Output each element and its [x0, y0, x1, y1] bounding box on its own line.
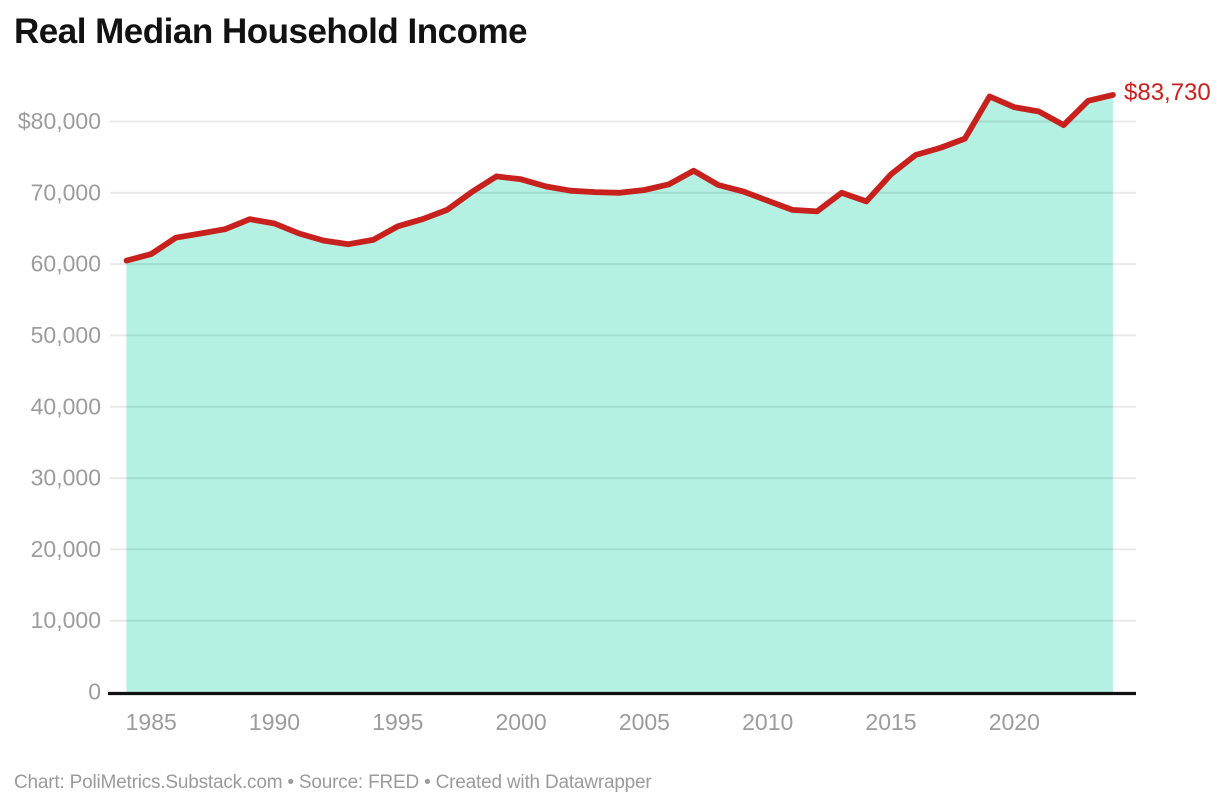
x-tick-label: 1985	[126, 709, 177, 735]
y-tick-label: 10,000	[31, 607, 101, 633]
y-tick-label: 30,000	[31, 465, 101, 491]
y-tick-label: 0	[88, 679, 101, 705]
area-fill	[126, 94, 1113, 692]
x-tick-label: 2015	[865, 709, 916, 735]
x-tick-label: 1995	[372, 709, 423, 735]
y-tick-label: 60,000	[31, 251, 101, 277]
income-line	[123, 92, 1116, 264]
x-tick-label: 2000	[496, 709, 547, 735]
y-tick-label: 40,000	[31, 393, 101, 419]
y-tick-label: 20,000	[31, 536, 101, 562]
chart-title: Real Median Household Income	[14, 12, 528, 51]
y-tick-label: 50,000	[31, 322, 101, 348]
last-value-label: $83,730	[1124, 79, 1211, 106]
x-tick-label: 2010	[742, 709, 793, 735]
x-tick-label: 2005	[619, 709, 670, 735]
y-tick-label: $80,000	[18, 108, 101, 134]
x-tick-label: 2020	[989, 709, 1040, 735]
x-tick-label: 1990	[249, 709, 300, 735]
attribution-footer: Chart: PoliMetrics.Substack.com • Source…	[14, 772, 652, 793]
y-tick-label: 70,000	[31, 179, 101, 205]
